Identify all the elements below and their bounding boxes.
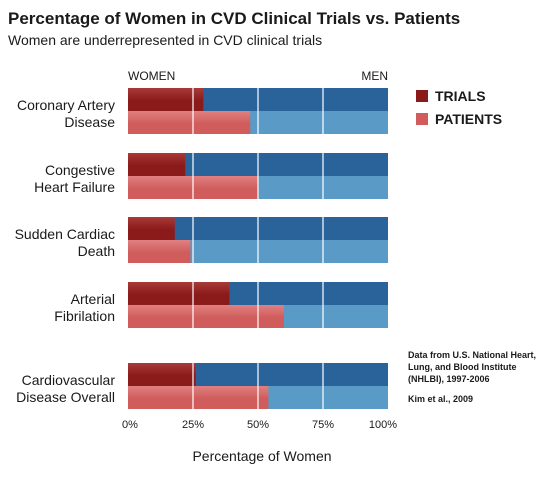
chart-subtitle: Women are underrepresented in CVD clinic… [8,32,323,48]
axis-end-label-men: MEN [361,69,388,83]
bar-women-patients-2 [128,240,191,263]
x-tick-label-1: 25% [182,419,204,431]
legend-swatch-patients [416,113,428,125]
x-tick-label-0: 0% [122,419,138,431]
chart-title: Percentage of Women in CVD Clinical Tria… [8,9,461,28]
x-tick-label-3: 75% [312,419,334,431]
x-tick-label-4: 100% [369,419,397,431]
axis-end-label-women: WOMEN [128,69,175,83]
legend-label-patients: PATIENTS [435,111,503,127]
category-label-2: Sudden Cardiac Death [15,226,115,259]
bar-women-patients-4 [128,386,269,409]
x-axis-title: Percentage of Women [192,448,331,464]
bar-women-patients-3 [128,305,284,328]
category-label-3: Arterial Fibrilation [54,291,115,324]
reference-note: Kim et al., 2009 [408,394,474,404]
legend-swatch-trials [416,90,428,102]
x-tick-label-2: 50% [247,419,269,431]
legend-item-patients: PATIENTS [416,111,502,127]
bar-women-trials-4 [128,363,196,386]
bar-women-patients-0 [128,111,251,134]
bar-women-trials-0 [128,88,204,111]
data-source-note: Data from U.S. National Heart, Lung, and… [408,350,537,384]
bar-women-trials-2 [128,217,175,240]
category-label-0: Coronary Artery Disease [17,97,115,130]
bar-women-trials-1 [128,153,186,176]
legend-item-trials: TRIALS [416,88,486,104]
bar-women-trials-3 [128,282,230,305]
legend-label-trials: TRIALS [435,88,486,104]
category-label-1: Congestive Heart Failure [34,162,115,195]
category-label-4: Cardiovascular Disease Overall [16,372,115,405]
